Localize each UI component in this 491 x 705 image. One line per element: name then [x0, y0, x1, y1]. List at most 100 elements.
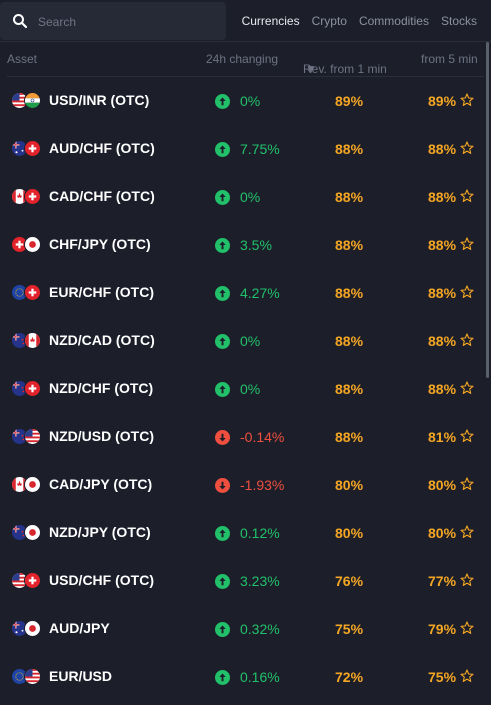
currency-pair-flags — [11, 428, 43, 446]
asset-row[interactable]: NZD/CAD (OTC) 0% 88% 88% — [0, 317, 484, 365]
flag-in-icon — [24, 92, 41, 109]
asset-name: AUD/CHF (OTC) — [49, 140, 155, 156]
asset-name: AUD/JPY — [49, 620, 110, 636]
change-value: -1.93% — [240, 477, 285, 493]
asset-name: EUR/USD — [49, 668, 113, 684]
favorite-star-icon[interactable] — [460, 621, 474, 635]
favorite-star-icon[interactable] — [460, 669, 474, 683]
flag-ch-icon — [11, 236, 28, 253]
asset-name: NZD/USD (OTC) — [49, 428, 154, 444]
tab-commodities[interactable]: Commodities — [358, 14, 429, 28]
asset-row[interactable]: AUD/JPY 0.32% 75% 79% — [0, 605, 484, 653]
header-divider — [7, 76, 484, 77]
arrow-up-icon — [215, 142, 230, 157]
tab-currencies[interactable]: Currencies — [241, 14, 300, 28]
currency-pair-flags — [11, 668, 43, 686]
arrow-up-icon — [215, 574, 230, 589]
column-header-24h-change[interactable]: 24h changing — [206, 52, 279, 66]
asset-row[interactable]: CAD/JPY (OTC) -1.93% 80% 80% — [0, 461, 484, 509]
currency-pair-flags — [11, 188, 43, 206]
arrow-up-icon — [215, 382, 230, 397]
favorite-star-icon[interactable] — [460, 573, 474, 587]
arrow-up-icon — [215, 622, 230, 637]
asset-row[interactable]: NZD/CHF (OTC) 0% 88% 88% — [0, 365, 484, 413]
sort-desc-icon: ▼ — [305, 62, 317, 76]
flag-jp-icon — [24, 476, 41, 493]
asset-name: NZD/CHF (OTC) — [49, 380, 154, 396]
asset-row[interactable]: NZD/USD (OTC) -0.14% 88% 81% — [0, 413, 484, 461]
asset-row[interactable]: USD/CHF (OTC) 3.23% 76% 77% — [0, 557, 484, 605]
tab-stocks[interactable]: Stocks — [440, 14, 477, 28]
payout-5min: 88% — [428, 381, 457, 397]
asset-row[interactable]: NZD/JPY (OTC) 0.12% 80% 80% — [0, 509, 484, 557]
favorite-star-icon[interactable] — [460, 237, 474, 251]
flag-jp-icon — [24, 524, 41, 541]
change-value: 0% — [240, 381, 261, 397]
change-value: -0.14% — [240, 429, 285, 445]
search-box[interactable] — [0, 2, 226, 40]
table-header: Asset 24h changing Rev. from 1 min ▼ from… — [0, 42, 484, 77]
payout-5min: 88% — [428, 189, 457, 205]
tab-crypto[interactable]: Crypto — [311, 14, 347, 28]
flag-nz-icon — [11, 380, 28, 397]
payout-1min: 76% — [335, 573, 364, 589]
payout-5min: 80% — [428, 525, 457, 541]
flag-ca-icon — [24, 332, 41, 349]
scrollbar[interactable] — [486, 42, 489, 378]
currency-pair-flags — [11, 140, 43, 158]
payout-1min: 80% — [335, 525, 364, 541]
asset-row[interactable]: USD/INR (OTC) 0% 89% 89% — [0, 77, 484, 125]
payout-1min: 88% — [335, 333, 364, 349]
favorite-star-icon[interactable] — [460, 525, 474, 539]
arrow-up-icon — [215, 334, 230, 349]
favorite-star-icon[interactable] — [460, 429, 474, 443]
currency-pair-flags — [11, 332, 43, 350]
payout-1min: 88% — [335, 237, 364, 253]
payout-1min: 88% — [335, 429, 364, 445]
asset-name: CHF/JPY (OTC) — [49, 236, 151, 252]
asset-name: NZD/CAD (OTC) — [49, 332, 155, 348]
arrow-up-icon — [215, 286, 230, 301]
payout-1min: 80% — [335, 477, 364, 493]
change-value: 7.75% — [240, 141, 280, 157]
favorite-star-icon[interactable] — [460, 93, 474, 107]
asset-row[interactable]: CHF/JPY (OTC) 3.5% 88% 88% — [0, 221, 484, 269]
currency-pair-flags — [11, 476, 43, 494]
favorite-star-icon[interactable] — [460, 285, 474, 299]
favorite-star-icon[interactable] — [460, 141, 474, 155]
asset-row[interactable]: CAD/CHF (OTC) 0% 88% 88% — [0, 173, 484, 221]
payout-1min: 88% — [335, 189, 364, 205]
flag-jp-icon — [24, 620, 41, 637]
asset-list: USD/INR (OTC) 0% 89% 89% AUD/CHF (OTC) 7.75% 8… — [0, 77, 484, 701]
currency-pair-flags — [11, 236, 43, 254]
change-value: 0% — [240, 333, 261, 349]
asset-name: CAD/CHF (OTC) — [49, 188, 155, 204]
asset-row[interactable]: EUR/USD 0.16% 72% 75% — [0, 653, 484, 701]
favorite-star-icon[interactable] — [460, 333, 474, 347]
column-header-rev-5min[interactable]: from 5 min — [421, 52, 478, 66]
column-header-asset[interactable]: Asset — [7, 52, 38, 66]
arrow-up-icon — [215, 238, 230, 253]
flag-ch-icon — [24, 380, 41, 397]
asset-row[interactable]: EUR/CHF (OTC) 4.27% 88% 88% — [0, 269, 484, 317]
top-bar: Currencies Crypto Commodities Stocks — [0, 0, 491, 42]
currency-pair-flags — [11, 620, 43, 638]
favorite-star-icon[interactable] — [460, 381, 474, 395]
search-input[interactable] — [38, 11, 218, 33]
currency-pair-flags — [11, 524, 43, 542]
payout-5min: 88% — [428, 285, 457, 301]
category-tabs: Currencies Crypto Commodities Stocks — [230, 0, 491, 42]
arrow-up-icon — [215, 190, 230, 205]
payout-1min: 88% — [335, 381, 364, 397]
payout-1min: 88% — [335, 285, 364, 301]
payout-1min: 72% — [335, 669, 364, 685]
favorite-star-icon[interactable] — [460, 189, 474, 203]
arrow-up-icon — [215, 670, 230, 685]
arrow-down-icon — [215, 478, 230, 493]
favorite-star-icon[interactable] — [460, 477, 474, 491]
flag-nz-icon — [11, 524, 28, 541]
payout-5min: 81% — [428, 429, 457, 445]
arrow-up-icon — [215, 526, 230, 541]
change-value: 0% — [240, 189, 261, 205]
asset-row[interactable]: AUD/CHF (OTC) 7.75% 88% 88% — [0, 125, 484, 173]
